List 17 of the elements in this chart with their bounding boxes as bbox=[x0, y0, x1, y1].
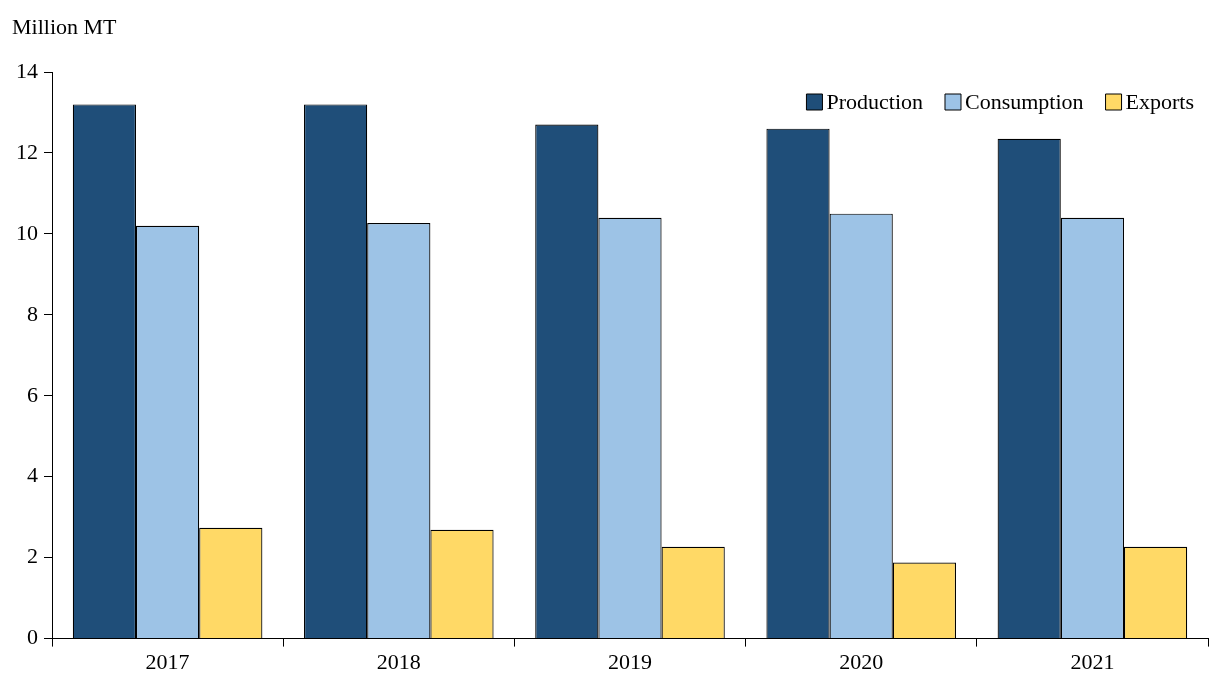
x-tick-label: 2018 bbox=[376, 648, 421, 674]
legend-label: Production bbox=[826, 88, 923, 114]
x-tick-label: 2019 bbox=[608, 648, 652, 674]
y-tick-label: 10 bbox=[16, 219, 38, 245]
x-tick-label: 2021 bbox=[1070, 648, 1115, 674]
x-tick-label: 2017 bbox=[145, 648, 190, 674]
y-tick-label: 12 bbox=[16, 138, 38, 164]
x-tick-label: 2020 bbox=[839, 648, 884, 674]
legend-label: Exports bbox=[1125, 88, 1195, 114]
y-tick-label: 0 bbox=[27, 624, 38, 650]
y-tick-label: 8 bbox=[27, 300, 38, 326]
y-tick-label: 2 bbox=[27, 543, 38, 569]
y-tick-label: 14 bbox=[16, 57, 38, 83]
y-tick-label: 4 bbox=[27, 462, 38, 488]
y-axis-title: Million MT bbox=[12, 14, 118, 39]
y-tick-label: 6 bbox=[27, 381, 38, 407]
legend-label: Consumption bbox=[964, 88, 1084, 114]
